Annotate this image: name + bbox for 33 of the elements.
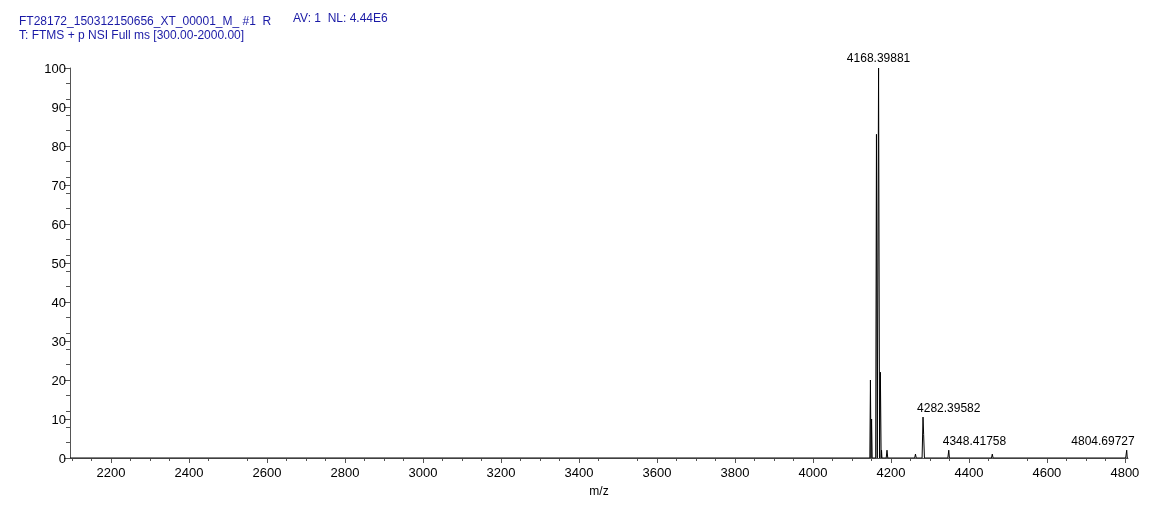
x-tick-label: 3400 (564, 465, 594, 480)
annotation: 4348.41758 (942, 434, 1007, 449)
y-tick-label: 90 (51, 99, 66, 115)
x-tick-label: 3800 (720, 465, 750, 480)
y-tick-label: 10 (51, 411, 66, 427)
y-tick-label: 0 (58, 450, 66, 466)
chart-subtitle: T: FTMS + p NSI Full ms [300.00-2000.00] (19, 28, 245, 42)
chart-title: FT28172_150312150656_XT_00001_M_ #1 R (19, 14, 272, 28)
x-tick-label: 2200 (96, 465, 126, 480)
y-tick-label: 50 (51, 255, 66, 271)
x-tick-label: 4000 (798, 465, 828, 480)
y-tick-label: 20 (51, 372, 66, 388)
y-tick-label: 70 (51, 177, 66, 193)
y-tick-label: 40 (51, 294, 66, 310)
y-tick-label: 80 (51, 138, 66, 154)
y-tick-label: 60 (51, 216, 66, 232)
x-tick-label: 4600 (1032, 465, 1062, 480)
x-tick-label: 4400 (954, 465, 984, 480)
x-tick-label: 4800 (1110, 465, 1140, 480)
annotation: 4804.69727 (1071, 434, 1136, 449)
x-axis-title: m/z (589, 484, 609, 498)
y-tick-label: 100 (44, 60, 66, 76)
y-tick-label: 30 (51, 333, 66, 349)
x-tick-label: 3000 (408, 465, 438, 480)
x-tick-label: 4200 (876, 465, 906, 480)
x-tick-label: 3200 (486, 465, 516, 480)
x-tick-label: 2800 (330, 465, 360, 480)
x-tick-label: 2600 (252, 465, 282, 480)
annotation: 4282.39582 (917, 401, 981, 416)
x-tick-label: 3600 (642, 465, 672, 480)
x-tick-label: 2400 (174, 465, 204, 480)
annotation: 4168.39881 (846, 51, 911, 65)
text: AV: 1 NL: 4.44E6 (293, 11, 389, 25)
